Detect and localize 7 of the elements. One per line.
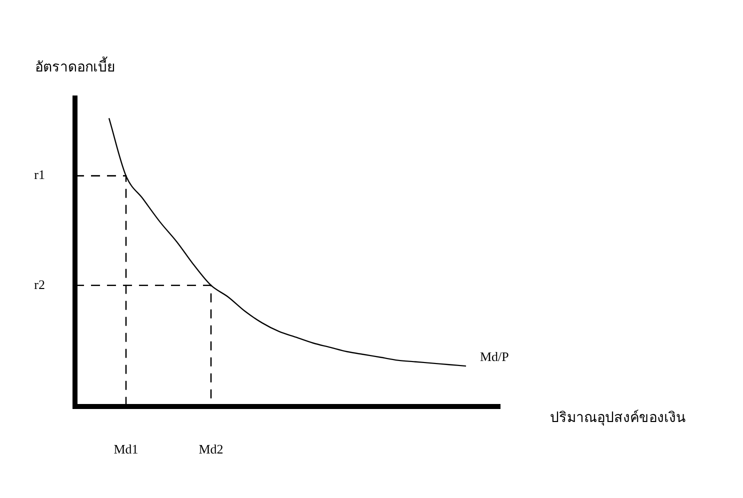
y-axis-title: อัตราดอกเบี้ย — [35, 56, 115, 76]
annotation: Md/P — [480, 348, 509, 364]
x-tick-label: Md2 — [198, 442, 224, 457]
x-axis-title: ปริมาณอุปสงค์ของเงิน — [550, 409, 686, 426]
ref-line-label: r2 — [34, 276, 45, 292]
x-tick-label: Md1 — [114, 442, 138, 457]
ref-line-label: r1 — [34, 167, 45, 182]
